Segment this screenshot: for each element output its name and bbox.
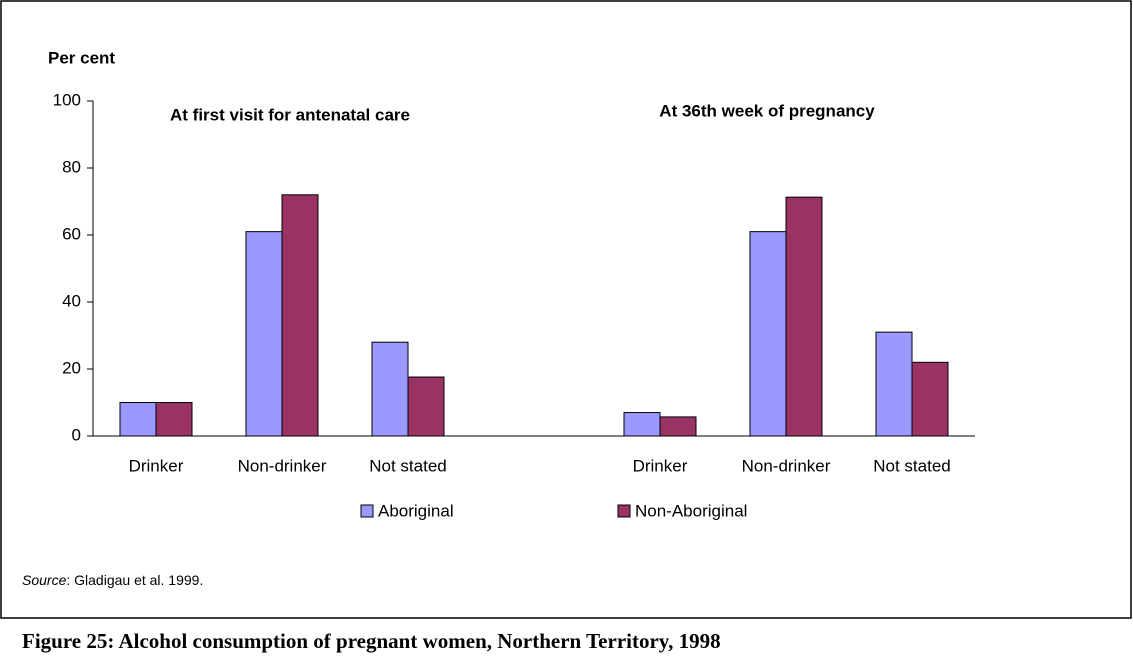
source: Source: Gladigau et al. 1999. [22, 572, 203, 588]
bar [785, 196, 823, 437]
y-tick-label: 100 [53, 90, 81, 109]
bar [245, 231, 283, 437]
y-tick-label: 20 [62, 358, 81, 377]
legend-label: Aboriginal [378, 501, 454, 520]
bar [371, 341, 409, 437]
y-axis-label: Per cent [48, 48, 115, 67]
y-tick-label: 60 [62, 224, 81, 243]
bar [119, 402, 157, 437]
y-tick-label: 80 [62, 157, 81, 176]
source-text: : Gladigau et al. 1999. [66, 572, 203, 588]
y-tick-label: 0 [72, 425, 81, 444]
legend-swatch [360, 504, 374, 518]
x-tick-label: Drinker [129, 456, 184, 475]
bar [407, 376, 445, 437]
frame [0, 0, 1132, 619]
panel-title: At 36th week of pregnancy [659, 101, 875, 120]
x-tick-label: Non-drinker [238, 456, 327, 475]
x-tick-label: Non-drinker [742, 456, 831, 475]
legend-label: Non-Aboriginal [635, 501, 747, 520]
x-tick-label: Drinker [633, 456, 688, 475]
bar [281, 194, 319, 437]
bar [659, 416, 697, 437]
bar [875, 331, 913, 437]
panel-title: At first visit for antenatal care [170, 105, 410, 124]
bar [749, 231, 787, 437]
x-tick-label: Not stated [873, 456, 951, 475]
x-tick-label: Not stated [369, 456, 447, 475]
bar [623, 412, 661, 437]
caption: Figure 25: Alcohol consumption of pregna… [22, 629, 721, 653]
legend-swatch [617, 504, 631, 518]
y-tick-label: 40 [62, 291, 81, 310]
source-label: Source [22, 572, 67, 588]
bar [911, 361, 949, 437]
bar [155, 402, 193, 437]
